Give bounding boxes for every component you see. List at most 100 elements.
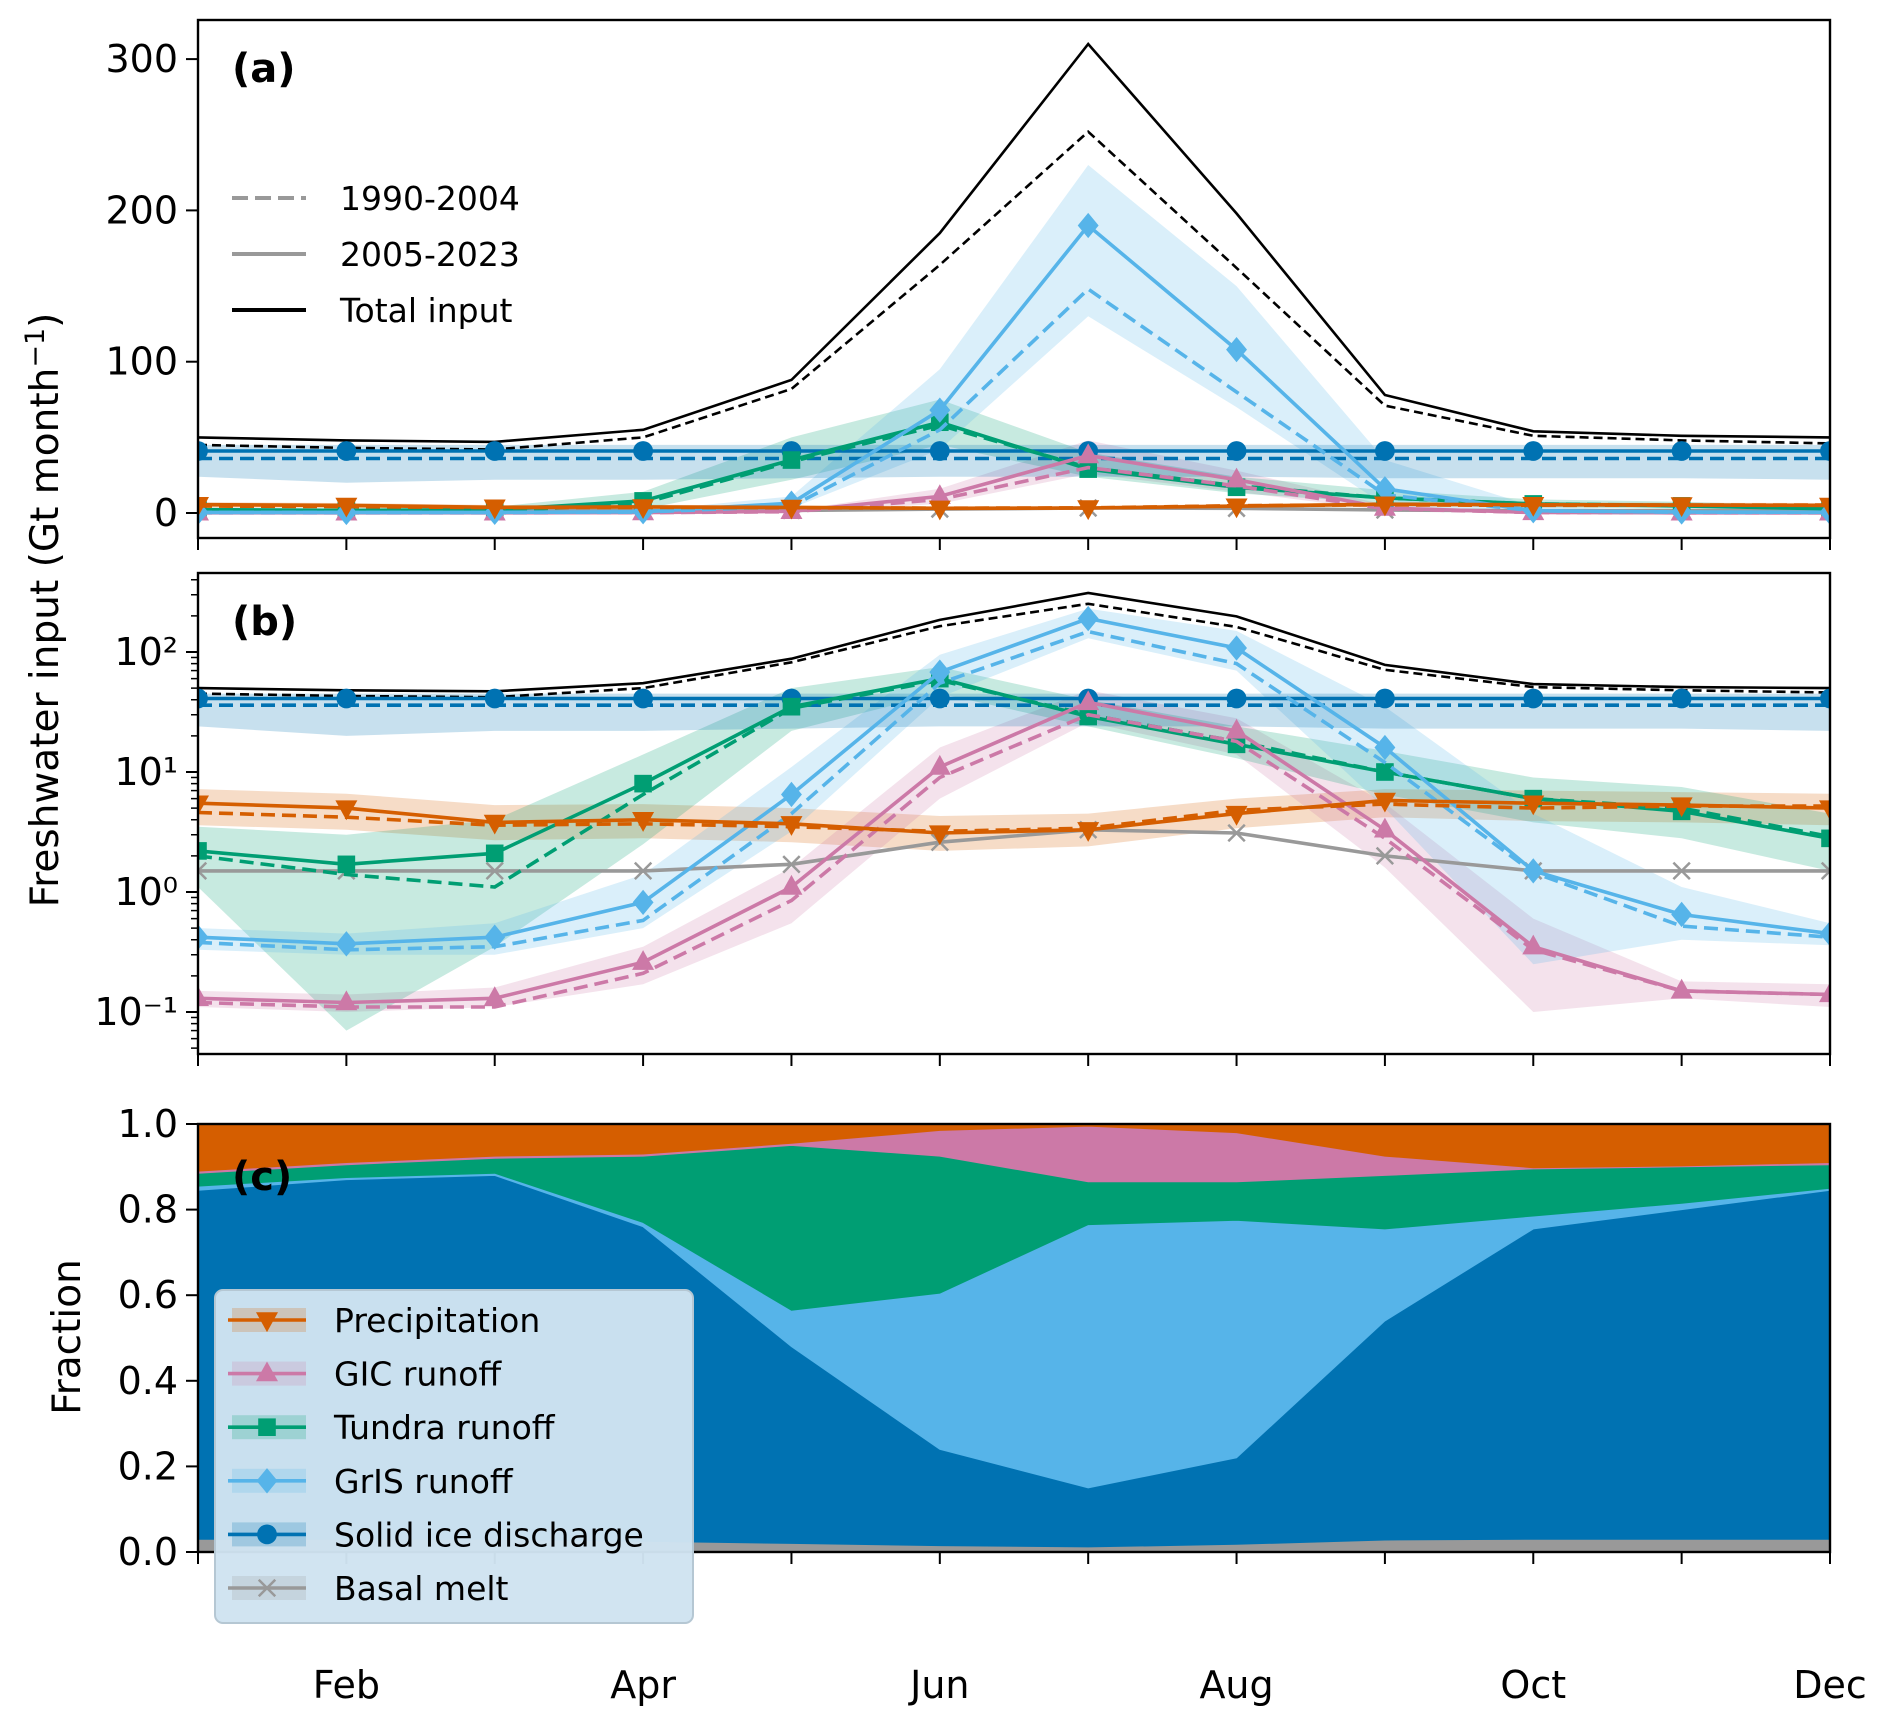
panel-c-label: (c) (232, 1154, 292, 1200)
solid-ice-discharge-point (484, 441, 505, 461)
y-axis-title-freshwater: Freshwater input (Gt month−1) (20, 313, 68, 908)
solid-ice-discharge-point (1226, 688, 1247, 709)
gris-runoff-point (1077, 605, 1099, 632)
gic-runoff-point (632, 950, 655, 970)
gris-runoff-point (198, 924, 209, 950)
panel-b-ytick-label: 10¹ (114, 750, 178, 794)
precipitation-point (1225, 498, 1248, 519)
gic-runoff-point (198, 986, 209, 1007)
total-input-line-2005-2023 (198, 41, 1830, 444)
gris-runoff-uncertainty-band (198, 608, 1830, 965)
panel-b-ytick-label: 10⁻¹ (94, 990, 178, 1034)
legend-period: 1990-2004 2005-2023 Total input (232, 179, 520, 330)
x-tick-label-feb: Feb (313, 1663, 380, 1707)
precipitation-point (1373, 496, 1396, 517)
gic-runoff-point (780, 874, 803, 895)
gris-runoff-point (1671, 901, 1693, 928)
precipitation-point (1077, 500, 1100, 521)
gic-runoff-point (1373, 817, 1396, 838)
legend-box (214, 1289, 694, 1624)
legend-entry-basal-melt: Basal melt (228, 1569, 509, 1608)
gic-runoff-point (1819, 982, 1830, 1003)
basal-melt-point (782, 855, 801, 874)
gic-runoff-point (928, 754, 951, 775)
panel-a-ytick-label: 200 (105, 188, 178, 232)
gris-runoff-point (781, 781, 802, 808)
gic-runoff-uncertainty-band (198, 690, 1830, 1012)
gris-runoff-series (198, 605, 1830, 957)
solid-ice-discharge-point (336, 688, 357, 709)
solid-ice-discharge-point (1523, 441, 1544, 461)
tundra-runoff-legend-marker-icon (258, 1418, 276, 1436)
panel-c-ytick-label: 0.0 (118, 1530, 178, 1574)
gris-runoff-line-2005-2023 (198, 616, 1830, 946)
gic-runoff-line-2005-2023 (198, 700, 1830, 1005)
gris-runoff-point (1226, 635, 1247, 661)
gic-runoff-line-1990-2004 (198, 712, 1830, 1009)
precipitation-point (780, 816, 803, 836)
solid-ice-discharge-series (198, 441, 1830, 461)
legend-entry-precipitation: Precipitation (228, 1301, 540, 1340)
panel-a-ytick-label: 0 (154, 491, 178, 535)
tundra-runoff-point (337, 855, 356, 874)
panel-b-ytick-label: 10² (114, 630, 178, 674)
solid-ice-discharge-point (633, 441, 653, 461)
tundra-runoff-point (782, 451, 801, 469)
precipitation-point (632, 499, 655, 520)
gris-runoff-point (484, 924, 506, 950)
solid-ice-discharge-point (336, 441, 357, 461)
gris-runoff-point (335, 931, 357, 957)
legend-entry-gris-runoff: GrIS runoff (228, 1462, 514, 1501)
precipitation-point (1373, 792, 1396, 813)
gic-runoff-point (483, 986, 506, 1007)
gic-runoff-legend-marker-icon (256, 1361, 278, 1382)
basal-melt-point (1820, 861, 1830, 881)
tundra-runoff-point (485, 844, 504, 863)
precipitation-point (928, 825, 951, 846)
precipitation-line-2005-2023 (198, 798, 1830, 835)
panel-c-frame (196, 1122, 1832, 1554)
legend-label-total-input: Total input (339, 291, 513, 330)
precipitation-point (483, 499, 506, 520)
gic-runoff-point (1077, 690, 1100, 711)
gris-runoff-point (1374, 476, 1396, 502)
gic-runoff-series (198, 690, 1830, 1011)
basal-melt-line-2005-2023 (198, 827, 1830, 873)
gris-runoff-point (632, 889, 654, 915)
legend-label-gris-runoff: GrIS runoff (334, 1462, 514, 1501)
gris-runoff-line-1990-2004 (198, 629, 1830, 952)
solid-ice-discharge-point (1226, 441, 1247, 461)
basal-melt-point (1227, 823, 1246, 843)
panel-b-label: (b) (232, 599, 297, 645)
precipitation-point (632, 812, 655, 832)
basal-melt-point (485, 861, 504, 881)
legend-entry-gic-runoff: GIC runoff (228, 1355, 502, 1394)
gic-runoff-point (335, 990, 358, 1011)
gris-runoff-point (1077, 212, 1099, 239)
legend-components: Precipitation GIC runoff Tundra runoff GrIS… (214, 1289, 694, 1624)
solid-ice-discharge-point (198, 688, 208, 709)
total-input-line-2005-2023 (198, 591, 1830, 693)
gris-runoff-point (929, 397, 951, 423)
precipitation-series (198, 792, 1830, 846)
panel-a-ytick-label: 100 (105, 340, 178, 384)
y-axis-title-fraction: Fraction (45, 1259, 90, 1415)
gic-runoff-point (1522, 934, 1545, 955)
legend-label-tundra-runoff: Tundra runoff (333, 1408, 556, 1447)
solid-ice-discharge-point (198, 441, 208, 461)
gris-runoff-uncertainty-band (198, 165, 1830, 513)
solid-ice-discharge-point (633, 688, 653, 709)
precipitation-series (198, 496, 1830, 521)
precipitation-point (1670, 497, 1693, 518)
precipitation-point (198, 496, 209, 517)
solid-ice-discharge-point (1671, 688, 1692, 709)
precipitation-point (1522, 496, 1545, 517)
panel-a-label: (a) (232, 46, 296, 92)
precipitation-point (1225, 805, 1248, 826)
legend-label-solid-ice-discharge: Solid ice discharge (334, 1515, 644, 1554)
precipitation-point (780, 499, 803, 520)
tundra-runoff-point (634, 774, 652, 793)
precipitation-point (198, 795, 209, 816)
gic-runoff-point (1225, 718, 1248, 739)
